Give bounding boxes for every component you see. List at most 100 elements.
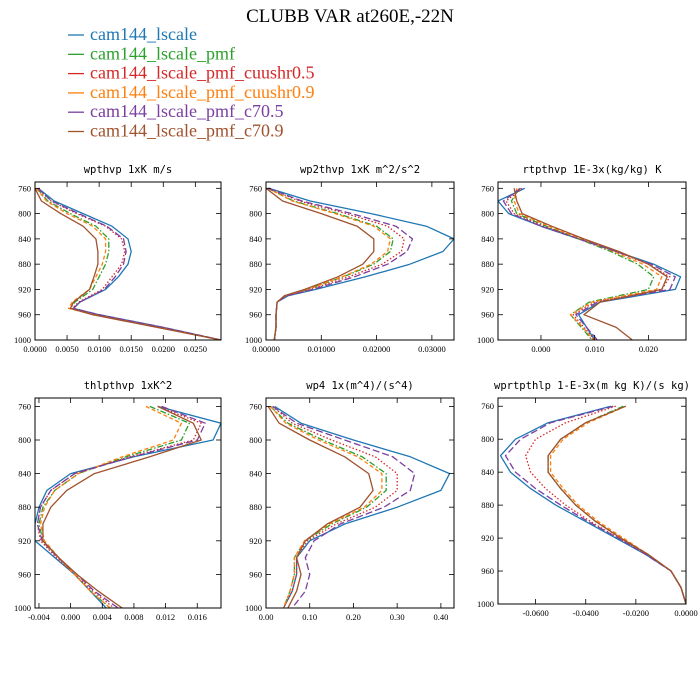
- panel-2-series-1: [268, 187, 454, 340]
- panel-1-ytick-label: 1000: [14, 335, 31, 345]
- panel-4-ytick-label: 920: [18, 536, 31, 546]
- panel-4-series-3: [36, 405, 202, 608]
- panel-5-series-4: [269, 405, 383, 608]
- panel-2-ytick-label: 920: [249, 284, 262, 294]
- panel-6-xtick-label: -0.0600: [522, 608, 548, 618]
- panel-3-xtick-label: 0.000: [531, 344, 550, 354]
- panel-4-ytick-label: 760: [18, 401, 31, 411]
- panel-4-series-5: [36, 405, 206, 608]
- panel-5-frame: [265, 397, 455, 609]
- panel-6-xtick-label: -0.0400: [573, 608, 599, 618]
- panel-6-series-1: [499, 405, 686, 604]
- panel-5-xtick-label: 0.40: [433, 612, 448, 622]
- panel-5-ytick-label: 920: [249, 536, 262, 546]
- panel-5: wp4 1x(m^4)/(s^4)76080084088092096010000…: [245, 380, 455, 622]
- panel-5-series-2: [269, 405, 387, 608]
- panel-1-ytick-label: 880: [18, 259, 31, 269]
- panel-3-ytick-label: 800: [481, 209, 494, 219]
- panel-5-xtick-label: 0.20: [346, 612, 361, 622]
- panel-5-series-3: [272, 405, 398, 608]
- panel-3-xtick-label: 0.020: [639, 344, 658, 354]
- panel-6-series-6: [547, 405, 686, 604]
- panel-5-xtick-label: 0.10: [302, 612, 317, 622]
- panel-1-series-2: [36, 187, 221, 340]
- panel-6-frame: [497, 397, 687, 605]
- panel-6-series-4: [549, 405, 686, 604]
- panel-6-ytick-label: 800: [481, 434, 494, 444]
- panel-5-title: wp4 1x(m^4)/(s^4): [306, 380, 413, 392]
- panel-4-xtick-label: 0.016: [188, 612, 207, 622]
- panel-4-frame: [34, 397, 222, 609]
- panel-3-series-6: [513, 188, 668, 340]
- panel-4-series-1: [35, 405, 221, 608]
- panel-4-xtick-label: 0.004: [93, 612, 113, 622]
- panel-6-ytick-label: 1000: [477, 599, 494, 609]
- panel-4-series-4: [39, 405, 183, 608]
- panel-5-series-6: [267, 406, 374, 608]
- panel-4-xtick-label: 0.012: [156, 612, 175, 622]
- legend-label-4: cam144_lscale_pmf_cuushr0.9: [90, 82, 314, 102]
- panels: wpthvp 1xK m/s76080084088092096010000.00…: [14, 164, 698, 622]
- panel-5-series-5: [272, 405, 416, 608]
- panel-1-xtick-label: 0.0150: [120, 344, 143, 354]
- panel-3-ytick-label: 1000: [477, 335, 494, 345]
- panel-2-ytick-label: 760: [249, 183, 262, 193]
- panel-2-series-5: [267, 187, 414, 340]
- panel-4-title: thlpthvp 1xK^2: [84, 380, 173, 392]
- panel-2-xtick-label: 0.02000: [363, 344, 391, 354]
- panel-2-ytick-label: 840: [249, 234, 262, 244]
- panel-6-xtick-label: -0.0200: [623, 608, 649, 618]
- panel-2-title: wp2thvp 1xK m^2/s^2: [300, 164, 420, 176]
- panel-2-series-3: [267, 187, 405, 340]
- panel-6: wprtpthlp 1-E-3x(m kg K)/(s kg)760 800 840…: [477, 380, 698, 618]
- panel-1-ytick-label: 960: [18, 310, 31, 320]
- panel-1-title: wpthvp 1xK m/s: [84, 164, 173, 176]
- panel-4-series-6: [42, 405, 202, 608]
- panel-4-ytick-label: 960: [18, 569, 31, 579]
- panel-3-series-1: [498, 187, 682, 340]
- panel-2-frame: [265, 181, 455, 341]
- legend-label-6: cam144_lscale_pmf_c70.9: [90, 121, 283, 141]
- panel-3-series-2: [510, 187, 655, 340]
- panel-3-ytick-label: 960: [481, 310, 494, 320]
- legend-label-5: cam144_lscale_pmf_c70.5: [90, 101, 283, 121]
- legend-label-1: cam144_lscale: [90, 24, 197, 44]
- panel-6-series-2: [547, 405, 686, 604]
- panel-1-ytick-label: 840: [18, 234, 31, 244]
- legend: cam144_lscalecam144_lscale_pmfcam144_lsc…: [68, 24, 314, 141]
- panel-4-ytick-label: 1000: [14, 603, 31, 613]
- panel-5-xtick-label: 0.00: [259, 612, 274, 622]
- panel-1-series-5: [37, 187, 221, 340]
- panel-4-ytick-label: 840: [18, 469, 31, 479]
- panel-1-xtick-label: 0.0250: [184, 344, 207, 354]
- panel-1-frame: [34, 181, 222, 341]
- panel-1-xtick-label: 0.0200: [152, 344, 175, 354]
- panel-5-xtick-label: 0.30: [390, 612, 405, 622]
- panel-1-xtick-label: 0.0050: [55, 344, 78, 354]
- panel-6-ytick-label: 960: [481, 566, 494, 576]
- panel-6-title: wprtpthlp 1-E-3x(m kg K)/(s kg): [494, 380, 690, 392]
- panel-3-frame: [497, 181, 687, 341]
- panel-2-ytick-label: 880: [249, 259, 262, 269]
- panel-6-ytick-label: 760: [481, 401, 494, 411]
- panel-3-series-5: [502, 187, 676, 340]
- panel-5-ytick-label: 800: [249, 435, 262, 445]
- panel-2-xtick-label: 0.00000: [252, 344, 280, 354]
- panel-5-ytick-label: 840: [249, 469, 262, 479]
- panel-1: wpthvp 1xK m/s76080084088092096010000.00…: [14, 164, 222, 354]
- panel-5-ytick-label: 760: [249, 401, 262, 411]
- panel-1-ytick-label: 800: [18, 209, 31, 219]
- panel-4-series-2: [38, 405, 190, 608]
- panel-4-xtick-label: -0.004: [28, 612, 51, 622]
- panel-5-ytick-label: 1000: [245, 603, 262, 613]
- panel-6-series-5: [504, 405, 686, 604]
- panel-5-ytick-label: 960: [249, 569, 262, 579]
- panel-3-ytick-label: 840: [481, 234, 494, 244]
- panel-1-xtick-label: 0.0000: [23, 344, 46, 354]
- panel-1-ytick-label: 920: [18, 284, 31, 294]
- panel-3: rtpthvp 1E-3x(kg/kg) K 760 800 840 880 920 960…: [477, 164, 687, 354]
- panel-5-ytick-label: 880: [249, 502, 262, 512]
- panel-4-ytick-label: 800: [18, 435, 31, 445]
- panel-1-series-6: [35, 188, 221, 340]
- panel-3-ytick-label: 880: [481, 259, 494, 269]
